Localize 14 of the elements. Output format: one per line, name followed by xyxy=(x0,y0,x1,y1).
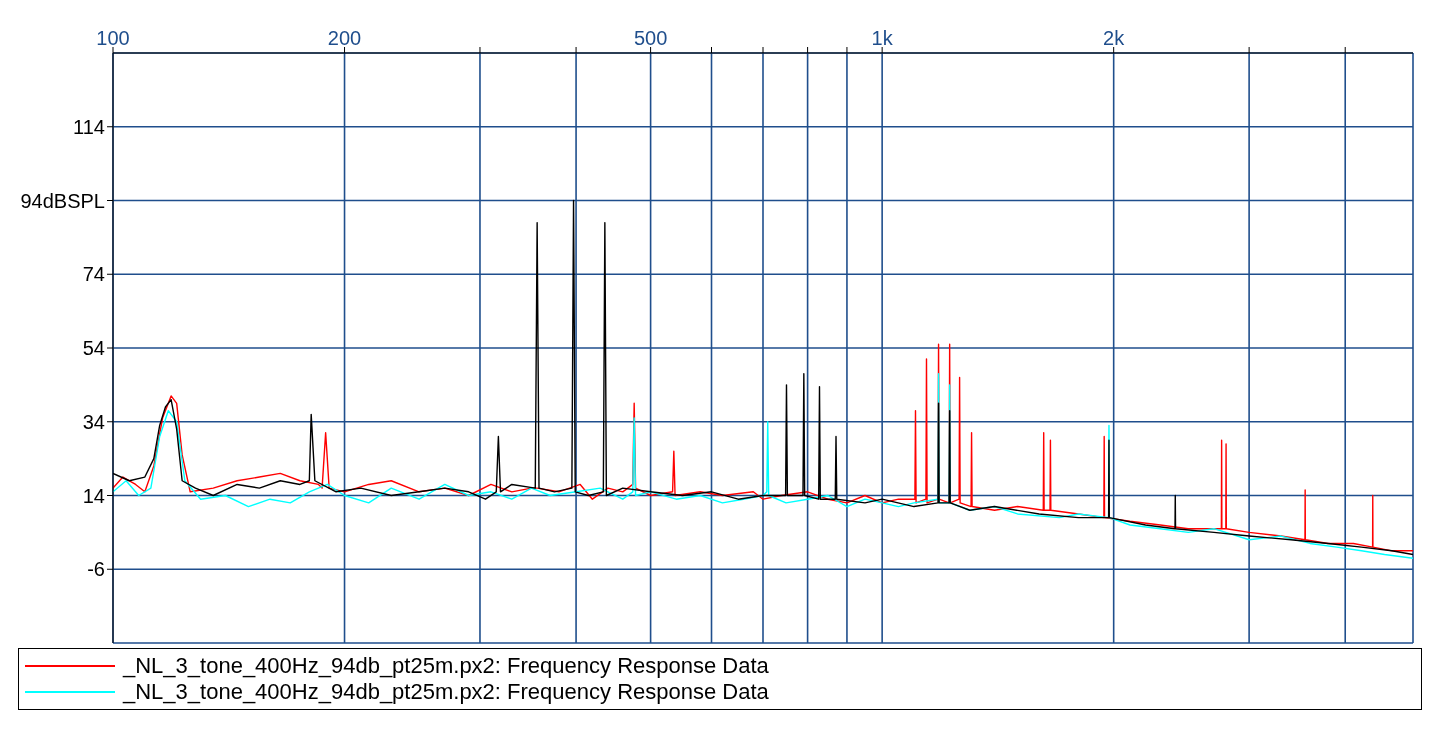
y-tick-label: 114 xyxy=(73,115,105,138)
y-tick-label: 74 xyxy=(82,263,105,286)
y-tick-label: -6 xyxy=(87,558,105,581)
y-tick-label: 34 xyxy=(82,410,105,433)
legend-label: _NL_3_tone_400Hz_94db_pt25m.px2: Frequency Response Data xyxy=(123,653,769,679)
y-tick-label: 54 xyxy=(82,337,105,360)
x-tick-label: 200 xyxy=(327,27,362,49)
y-tick-label: 94dBSPL xyxy=(20,189,105,212)
x-tick-label: 1k xyxy=(871,27,894,49)
legend-label: _NL_3_tone_400Hz_94db_pt25m.px2: Frequency Response Data xyxy=(123,679,769,705)
x-tick-label: 2k xyxy=(1103,27,1126,49)
x-tick-label: 100 xyxy=(96,27,130,49)
y-tick-label: 14 xyxy=(82,484,105,507)
x-tick-label: 500 xyxy=(633,27,668,49)
